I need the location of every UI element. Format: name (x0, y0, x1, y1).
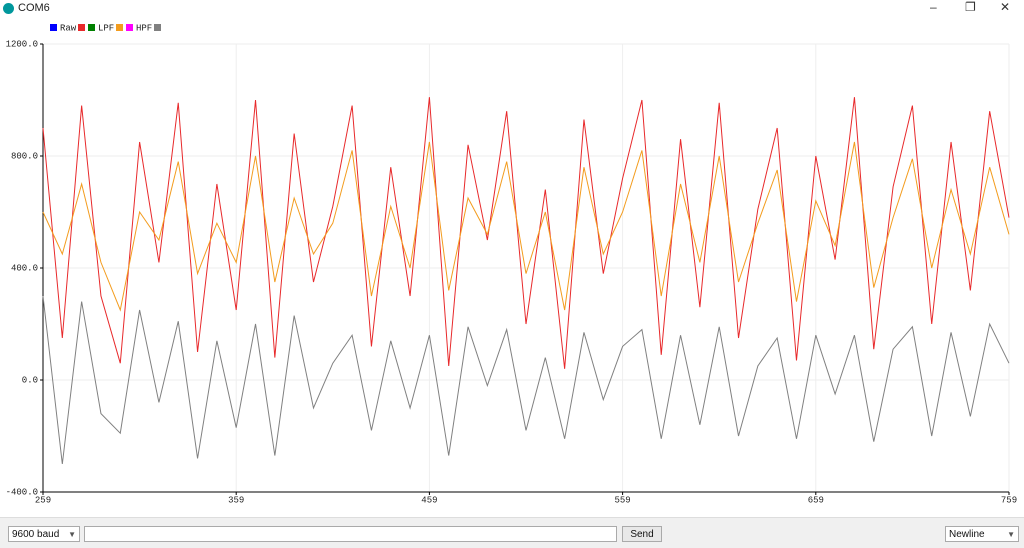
baud-label: 9600 baud (12, 529, 60, 540)
y-tick-label: 400.0 (11, 263, 38, 273)
minimize-button[interactable]: – (930, 0, 937, 14)
series-line (42, 97, 1010, 369)
maximize-button[interactable]: ❐ (965, 0, 976, 14)
legend-label: LPF (98, 23, 114, 33)
bottom-bar: 9600 baud ▼ Send Newline ▼ (0, 517, 1024, 548)
y-tick-label: 1200.0 (6, 39, 38, 49)
x-tick-label: 559 (614, 495, 630, 505)
legend-decoration (88, 24, 95, 31)
x-tick-label: 259 (35, 495, 51, 505)
app-icon (3, 3, 14, 14)
line-ending-select[interactable]: Newline ▼ (945, 526, 1019, 542)
close-button[interactable]: ✕ (1000, 0, 1011, 14)
message-input[interactable] (84, 526, 617, 542)
legend-label: HPF (136, 23, 152, 33)
x-tick-label: 759 (1001, 495, 1017, 505)
series-line (42, 295, 1010, 465)
legend-swatch (154, 24, 161, 31)
legend-label: Raw (60, 23, 77, 33)
y-tick-label: 800.0 (11, 151, 38, 161)
send-button[interactable]: Send (622, 526, 662, 542)
y-tick-label: -400.0 (6, 487, 38, 497)
window-title: COM6 (18, 2, 50, 14)
x-tick-label: 359 (228, 495, 244, 505)
plot: -400.0 0.0 400.0 800.0 1200.0 259 359 459 559 659… (6, 23, 1018, 505)
x-tick-label: 459 (421, 495, 437, 505)
legend-swatch (116, 24, 123, 31)
legend-decoration (50, 24, 57, 31)
title-bar: COM6 – ❐ ✕ (0, 0, 1024, 18)
legend-decoration (126, 24, 133, 31)
x-tick-label: 659 (808, 495, 824, 505)
y-tick-label: 0.0 (22, 375, 38, 385)
baud-select[interactable]: 9600 baud ▼ (8, 526, 80, 542)
legend-swatch (78, 24, 85, 31)
series-line (42, 141, 1010, 312)
line-ending-label: Newline (949, 529, 985, 540)
